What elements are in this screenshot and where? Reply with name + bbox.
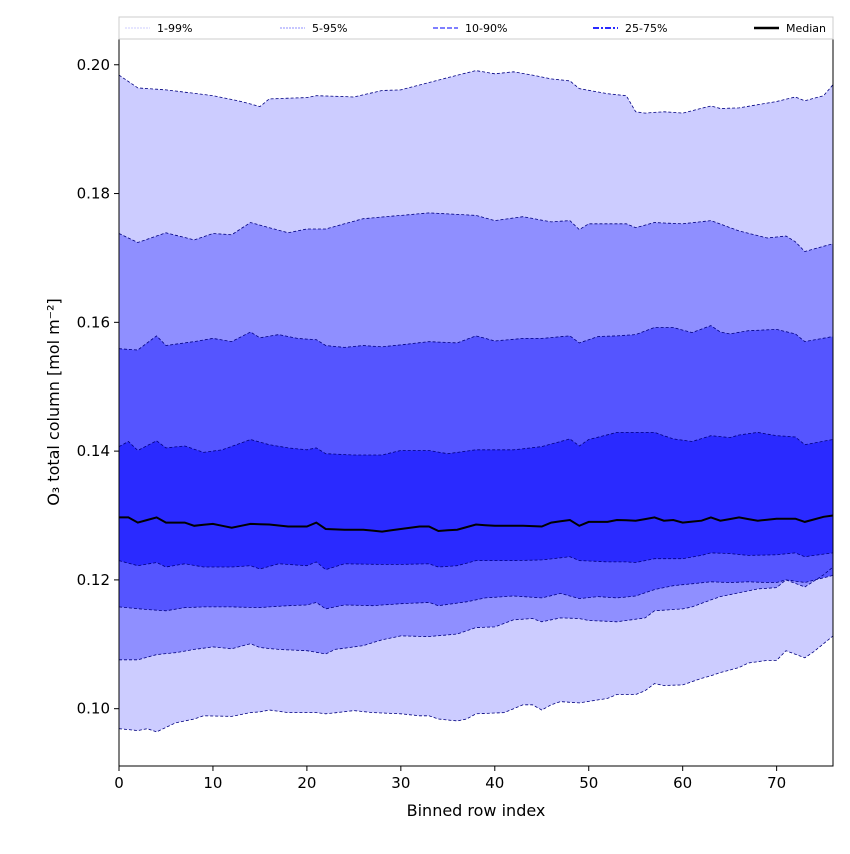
band-25-to-75: [119, 432, 833, 570]
x-tick-label: 20: [297, 774, 316, 792]
y-tick-label: 0.14: [77, 442, 110, 460]
legend-label: 1-99%: [157, 22, 192, 35]
legend-label: 10-90%: [465, 22, 507, 35]
edge-line-p95: [118, 212, 834, 252]
legend-item-25-75: 25-75%: [593, 22, 667, 35]
x-tick-label: 40: [485, 774, 504, 792]
edge-line-p90: [118, 325, 834, 351]
median-line: [119, 514, 834, 533]
legend-label: Median: [786, 22, 826, 35]
legend-box: [118, 16, 834, 40]
bands-layer: [119, 70, 833, 732]
legend: 1-99% 5-95% 10-90% 25-75% Median: [118, 16, 834, 40]
legend-label: 5-95%: [312, 22, 347, 35]
legend-item-10-90: 10-90%: [433, 22, 507, 35]
edge-line-p10: [118, 575, 834, 612]
x-tick-label: 50: [579, 774, 598, 792]
legend-label: 25-75%: [625, 22, 667, 35]
y-tick-label: 0.20: [77, 56, 110, 74]
edge-line-p5: [119, 566, 834, 661]
edge-line-p99: [118, 70, 834, 114]
x-tick-label: 60: [673, 774, 692, 792]
legend-item-5-95: 5-95%: [280, 22, 347, 35]
x-tick-label: 0: [114, 774, 124, 792]
x-tick-label: 70: [767, 774, 786, 792]
y-tick-label: 0.12: [77, 571, 110, 589]
x-tick-label: 30: [391, 774, 410, 792]
band-edges-layer: [118, 70, 834, 733]
y-axis-label: O₃ total column [mol m⁻²]: [44, 298, 63, 506]
y-tick-label: 0.16: [77, 313, 110, 331]
edge-line-p1: [118, 635, 834, 733]
edge-line-p25: [118, 552, 834, 571]
x-axis-label: Binned row index: [407, 801, 546, 820]
y-tick-label: 0.10: [77, 700, 110, 718]
x-axis-ticks: 0 10 20 30 40 50 60 70: [114, 766, 786, 792]
median-layer: [119, 514, 834, 533]
y-axis-ticks: 0.10 0.12 0.14 0.16 0.18 0.20: [77, 56, 119, 718]
x-tick-label: 10: [203, 774, 222, 792]
legend-item-1-99: 1-99%: [125, 22, 192, 35]
edge-line-p75: [118, 431, 834, 456]
legend-item-median: Median: [754, 22, 826, 35]
y-tick-label: 0.18: [77, 185, 110, 203]
